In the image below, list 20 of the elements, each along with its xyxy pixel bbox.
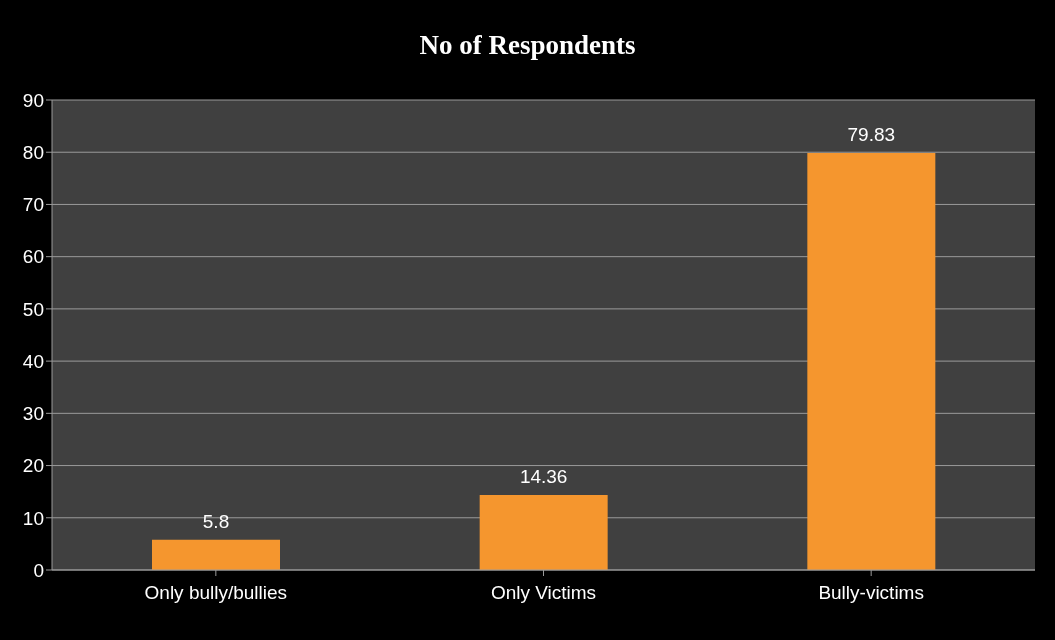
y-tick-label: 40	[22, 350, 44, 372]
y-tick-label: 70	[22, 194, 44, 216]
y-tick-label: 60	[22, 246, 44, 268]
bar	[807, 153, 936, 570]
x-tick-label: Only bully/bullies	[144, 582, 288, 604]
y-tick-label: 20	[22, 455, 44, 477]
x-tick-label: Only Victims	[490, 582, 597, 604]
data-label: 14.36	[519, 466, 568, 488]
bar	[479, 495, 608, 570]
bar	[152, 539, 280, 570]
x-tick-label: Bully-victims	[818, 582, 924, 604]
y-tick-label: 50	[22, 298, 44, 320]
y-tick-label: 80	[22, 141, 44, 163]
chart-title: No of Respondents	[418, 29, 637, 62]
y-tick-label: 90	[22, 89, 44, 111]
y-tick-label: 10	[22, 507, 44, 529]
data-label: 79.83	[847, 124, 896, 146]
y-tick-label: 30	[22, 403, 44, 425]
y-tick-label: 0	[33, 559, 44, 581]
data-label: 5.8	[202, 510, 230, 532]
